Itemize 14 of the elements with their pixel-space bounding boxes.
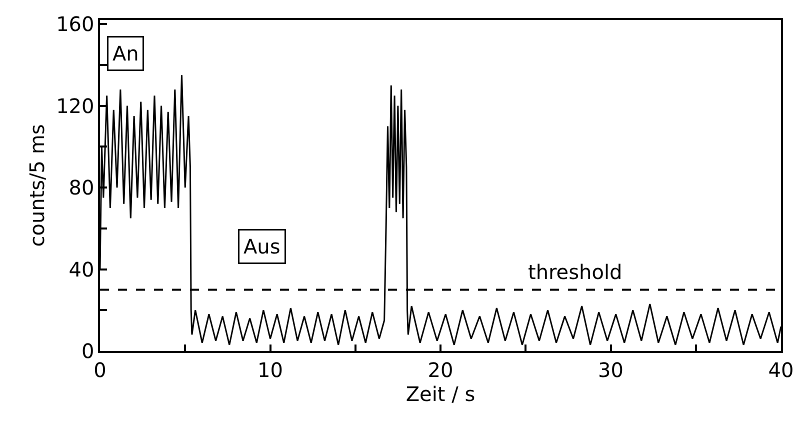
x-tick-label: 30 — [598, 358, 624, 382]
ref-line-label: threshold — [528, 260, 622, 284]
x-tick-label: 40 — [768, 358, 794, 382]
annotation: Aus — [244, 234, 280, 258]
y-axis-title: counts/5 ms — [25, 124, 50, 247]
y-tick-label: 120 — [56, 94, 94, 118]
x-tick-label: 10 — [258, 358, 283, 382]
y-tick-label: 40 — [68, 257, 94, 282]
y-tick-label: 0 — [82, 339, 94, 363]
y-tick-label: 160 — [56, 12, 94, 36]
x-axis-title: Zeit / s — [406, 382, 476, 406]
annotation: An — [112, 42, 139, 66]
x-tick-label: 20 — [428, 358, 454, 382]
y-tick-label: 80 — [68, 176, 94, 200]
